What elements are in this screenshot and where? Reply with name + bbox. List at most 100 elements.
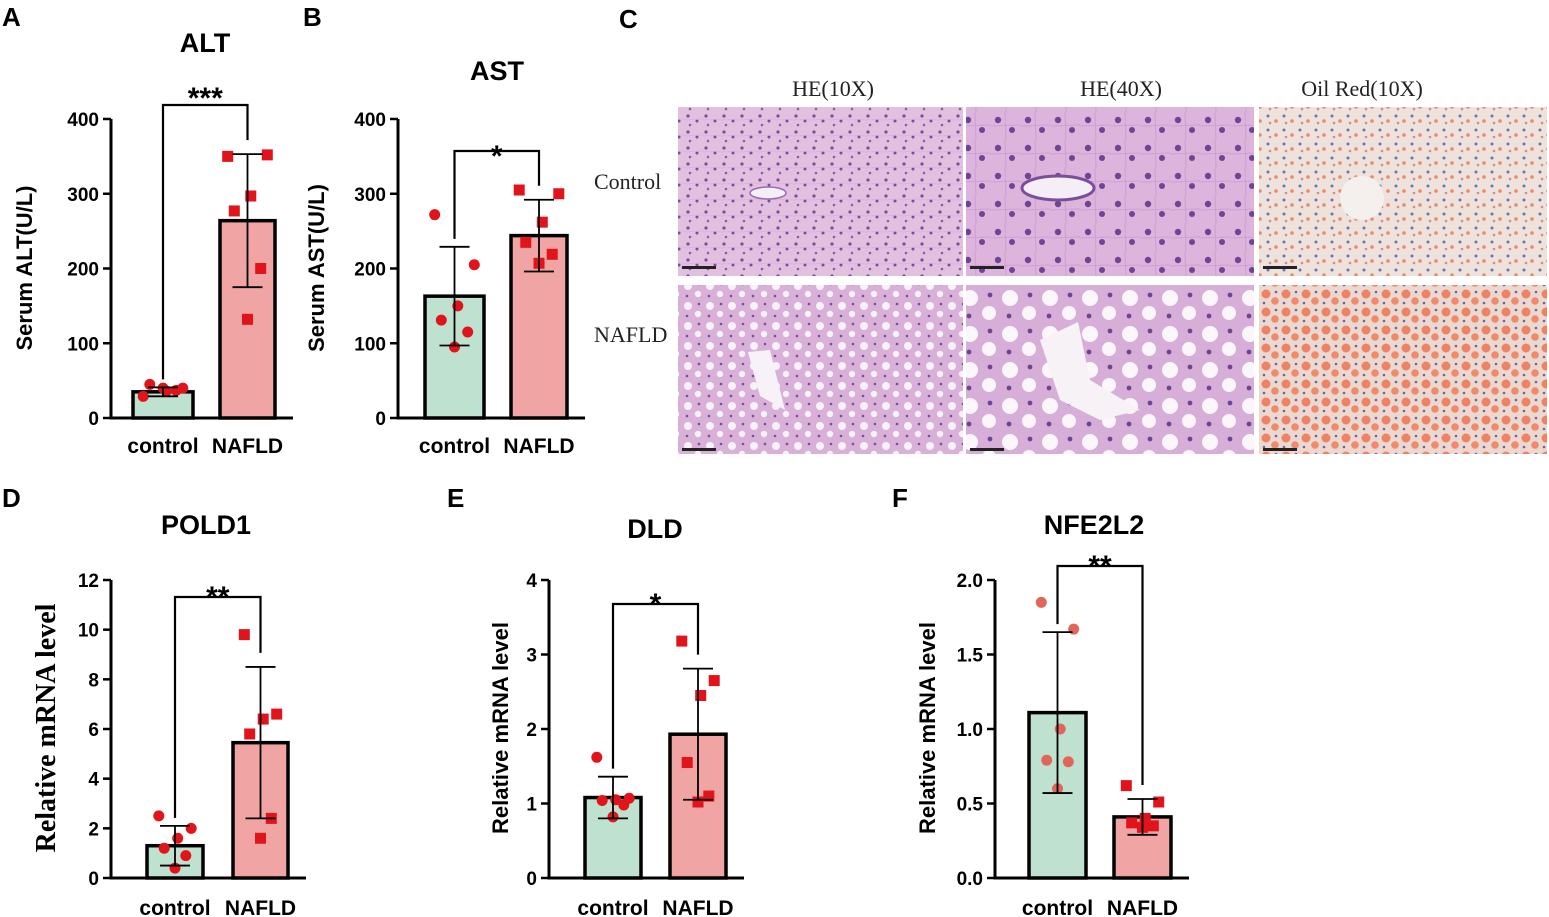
- scale-bar: [1263, 266, 1297, 269]
- data-point-nafld: [1153, 796, 1165, 808]
- data-point-nafld: [553, 188, 565, 200]
- x-tick-label: NAFLD: [225, 897, 296, 917]
- y-tick-label: 400: [354, 110, 386, 131]
- y-axis-label: Relative mRNA level: [488, 622, 513, 834]
- data-point-nafld: [257, 713, 269, 725]
- significance-bracket: [161, 103, 249, 380]
- y-tick-label: 400: [67, 110, 99, 131]
- histology-column-oil-red: Oil Red(10X): [1301, 76, 1423, 101]
- significance-label: ***: [188, 82, 223, 115]
- y-tick-label: 8: [88, 670, 99, 691]
- significance-label: **: [1088, 550, 1112, 583]
- significance-bracket: [1056, 564, 1144, 786]
- chart-title: POLD1: [161, 510, 251, 540]
- y-tick-label: 1.5: [957, 646, 984, 667]
- y-tick-label: 0: [526, 869, 537, 890]
- data-point-nafld: [1126, 817, 1138, 829]
- micrograph-nafld-oil-red: [1259, 285, 1547, 454]
- data-point-nafld: [546, 248, 558, 260]
- x-tick-label: control: [139, 897, 210, 917]
- data-point-nafld: [222, 150, 234, 162]
- micrograph-nafld-he-10x: [678, 285, 963, 454]
- significance-label: *: [650, 588, 662, 621]
- histology-panel: HE(10X) HE(40X) Oil Red(10X) Control NAF…: [594, 76, 1547, 454]
- histology-row-nafld: NAFLD: [594, 322, 667, 347]
- x-tick-label: control: [419, 435, 490, 458]
- significance-label: *: [491, 140, 503, 173]
- data-point-control: [1035, 596, 1047, 608]
- y-tick-label: 200: [67, 260, 99, 281]
- significance-bracket: [611, 602, 700, 769]
- y-tick-label: 3: [526, 646, 537, 667]
- data-point-nafld: [692, 796, 704, 808]
- panel-letter-f: F: [892, 483, 908, 513]
- data-point-control: [435, 314, 447, 326]
- y-tick-label: 2: [88, 819, 99, 840]
- y-axis-label: Relative mRNA level: [31, 603, 62, 852]
- panel-letter-c: C: [619, 4, 638, 34]
- data-point-nafld: [1139, 812, 1151, 824]
- data-point-nafld: [520, 236, 532, 248]
- y-tick-label: 2.0: [957, 571, 983, 592]
- y-tick-label: 2: [526, 720, 537, 741]
- y-tick-label: 10: [78, 621, 99, 642]
- data-point-control: [180, 850, 192, 862]
- y-tick-label: 100: [67, 334, 99, 355]
- x-tick-label: NAFLD: [503, 435, 574, 458]
- y-tick-label: 200: [354, 260, 386, 281]
- y-tick-label: 1: [526, 795, 537, 816]
- data-point-nafld: [242, 313, 253, 325]
- data-point-nafld: [271, 708, 283, 720]
- data-point-control: [153, 810, 165, 822]
- data-point-nafld: [681, 757, 693, 769]
- chart-title: ALT: [180, 28, 231, 58]
- scale-bar: [970, 448, 1004, 451]
- scale-bar: [970, 266, 1004, 269]
- chart-a: ALT Serum ALT(U/L) 0 100 200 300 400 *** control…: [12, 28, 293, 458]
- data-point-control: [591, 751, 603, 763]
- y-tick-label: 100: [354, 334, 386, 355]
- data-point-control: [462, 326, 474, 338]
- data-point-nafld: [536, 216, 548, 228]
- data-point-nafld: [703, 790, 715, 802]
- histology-column-he-10x: HE(10X): [792, 76, 874, 101]
- data-point-nafld: [255, 263, 267, 274]
- chart-e: DLD Relative mRNA level 0 1 2 3 4 * control NAFLD: [488, 514, 744, 917]
- y-tick-label: 4: [526, 571, 537, 592]
- micrograph-nafld-he-40x: [966, 285, 1254, 454]
- data-point-nafld: [244, 728, 256, 740]
- significance-bracket: [173, 595, 262, 818]
- micrograph-control-he-40x: [966, 107, 1254, 276]
- data-point-nafld: [261, 149, 273, 161]
- panel-letter-d: D: [2, 483, 21, 513]
- data-point-nafld: [676, 635, 688, 647]
- data-point-control: [429, 209, 441, 221]
- panel-letter-b: B: [303, 2, 322, 32]
- chart-title: NFE2L2: [1044, 510, 1145, 540]
- y-tick-label: 300: [354, 185, 386, 206]
- data-point-control: [172, 832, 184, 844]
- data-point-nafld: [1147, 820, 1159, 832]
- y-tick-label: 1.0: [957, 720, 983, 741]
- chart-title: AST: [470, 56, 525, 86]
- data-point-control: [596, 795, 608, 807]
- chart-title: DLD: [627, 514, 683, 544]
- data-point-nafld: [245, 190, 257, 202]
- data-point-control: [468, 259, 480, 271]
- x-tick-label: control: [127, 435, 198, 458]
- x-tick-label: control: [577, 897, 648, 917]
- panel-letter-a: A: [2, 2, 21, 32]
- y-tick-label: 4: [88, 770, 99, 791]
- data-point-nafld: [228, 205, 240, 217]
- data-point-control: [449, 341, 460, 353]
- histology-column-he-40x: HE(40X): [1080, 76, 1162, 101]
- chart-d: POLD1 Relative mRNA level 0 2 4 6 8 10 12 ** contr…: [31, 510, 306, 917]
- scale-bar: [682, 266, 716, 269]
- data-point-control: [158, 842, 170, 854]
- data-point-control: [1041, 754, 1053, 766]
- y-tick-label: 6: [88, 720, 99, 741]
- x-tick-label: NAFLD: [1107, 897, 1178, 917]
- data-point-nafld: [708, 675, 720, 687]
